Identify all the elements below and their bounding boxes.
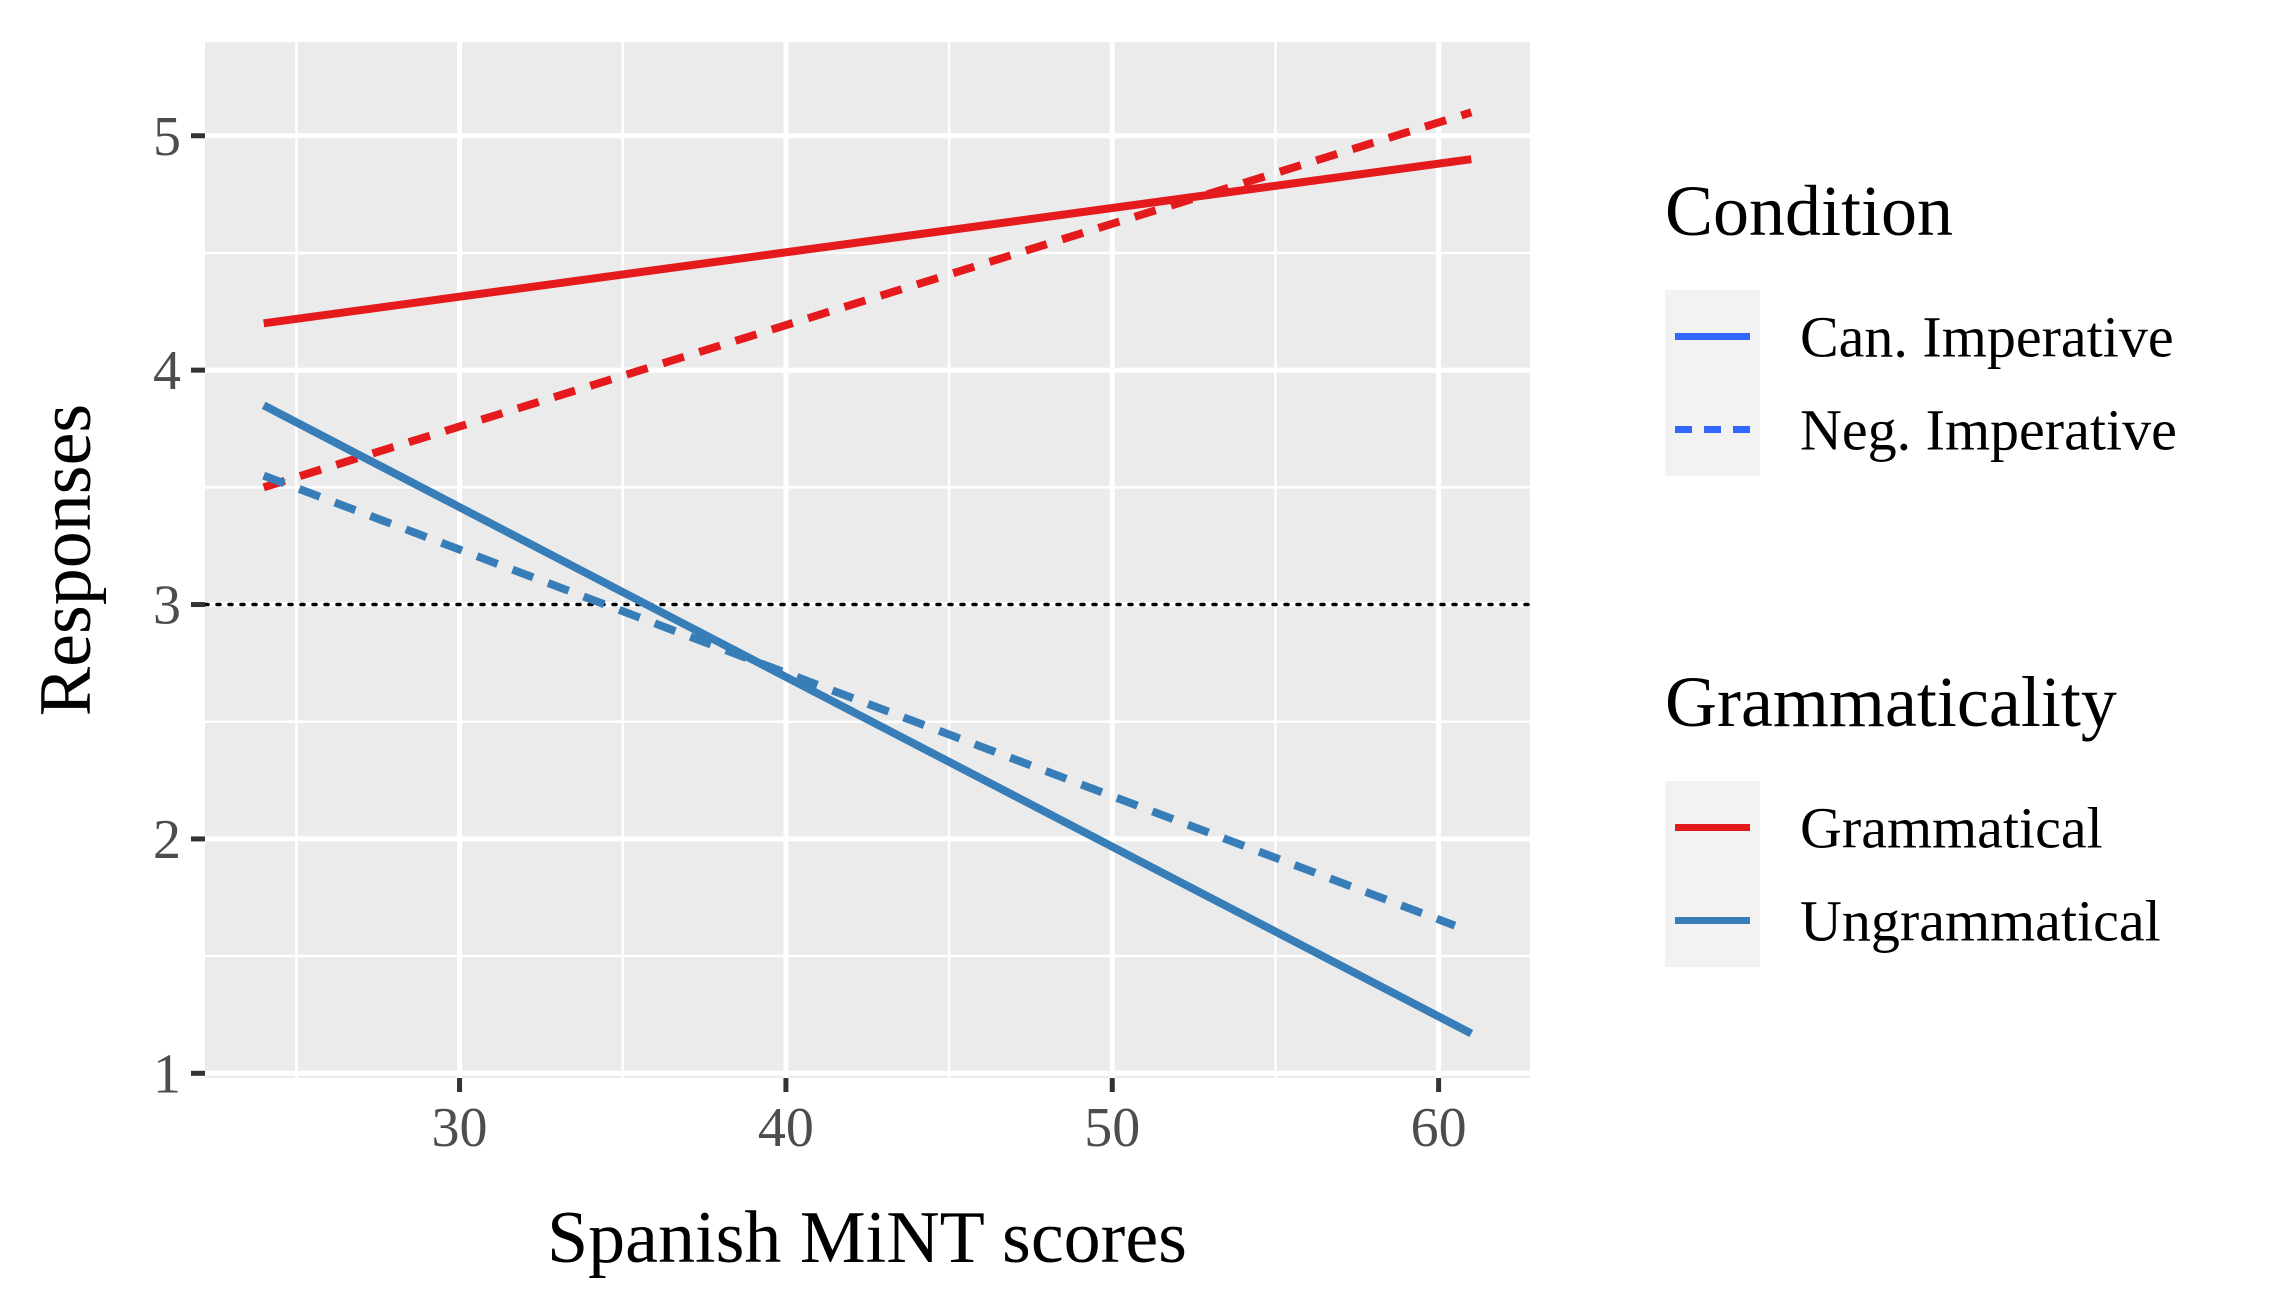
legend-title: Condition [1665, 171, 1953, 251]
legend-item-label: Neg. Imperative [1800, 398, 2177, 463]
series-group [261, 108, 1474, 1038]
y-tick-label: 2 [153, 809, 181, 871]
legend-key-background [1665, 290, 1760, 476]
legend-key-background [1665, 781, 1760, 967]
x-tick-label: 60 [1411, 1097, 1467, 1159]
legend: Condition Can. Imperative Neg. Imperative G… [1665, 171, 2177, 967]
legend-item-label: Can. Imperative [1800, 305, 2174, 370]
y-tick-label: 4 [153, 340, 181, 402]
x-tick-label: 40 [758, 1097, 814, 1159]
legend-title: Grammaticality [1665, 662, 2117, 742]
x-tick-label: 50 [1084, 1097, 1140, 1159]
series-line-3 [261, 401, 1474, 1038]
series-line-2 [262, 108, 1473, 492]
y-tick-label: 3 [153, 575, 181, 637]
legend-item-label: Grammatical [1800, 796, 2103, 861]
series-line-1 [263, 155, 1472, 328]
y-axis-title: Responses [25, 404, 107, 716]
axes-group: 1 2 3 4 5 30 40 50 60 [153, 106, 1467, 1159]
y-tick-label: 5 [153, 106, 181, 168]
x-axis-title: Spanish MiNT scores [547, 1197, 1187, 1279]
plot-panel [205, 42, 1530, 1078]
y-tick-label: 1 [153, 1043, 181, 1105]
x-tick-label: 30 [432, 1097, 488, 1159]
grid-major [205, 42, 1530, 1078]
legend-item-label: Ungrammatical [1800, 889, 2161, 954]
